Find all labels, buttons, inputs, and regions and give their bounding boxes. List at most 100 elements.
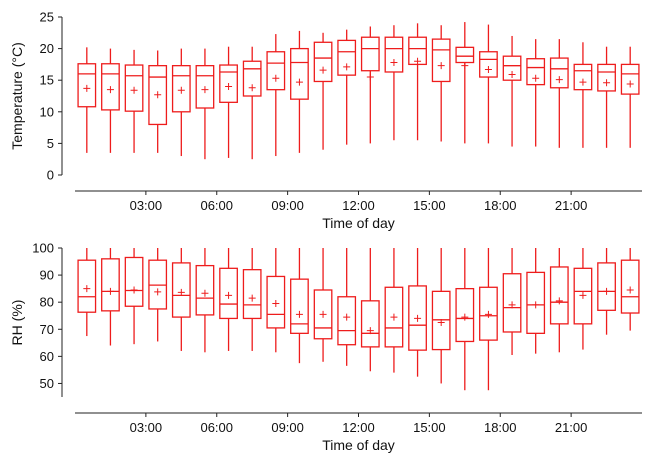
- box-iqr: [266, 51, 286, 91]
- box-plot: [549, 39, 569, 148]
- mean-marker: [154, 288, 162, 296]
- box-iqr: [431, 38, 451, 83]
- mean-marker: [201, 86, 209, 94]
- mean-marker: [83, 84, 91, 92]
- mean-marker: [532, 74, 540, 82]
- box-plot: [455, 22, 475, 144]
- box-iqr: [219, 267, 238, 320]
- mean-marker: [319, 66, 327, 74]
- mean-marker: [555, 76, 563, 84]
- box-iqr: [526, 271, 546, 334]
- y-axis-label: Temperature (°C): [9, 42, 25, 150]
- x-tick-label: 21:00: [555, 198, 588, 213]
- box-plot: [148, 248, 168, 342]
- box-plot: [384, 248, 404, 373]
- box-plot: [290, 248, 309, 364]
- box-iqr: [620, 63, 640, 95]
- box-plot: [455, 248, 475, 391]
- box-iqr: [360, 36, 380, 72]
- box-plot: [171, 248, 191, 351]
- box-iqr: [573, 63, 593, 91]
- mean-marker: [201, 289, 209, 297]
- x-tick-label: 15:00: [413, 420, 446, 435]
- x-tick-label: 12:00: [342, 420, 375, 435]
- x-axis-label: Time of day: [322, 437, 395, 453]
- box-plot: [101, 48, 120, 153]
- box-plot: [479, 24, 498, 144]
- box-iqr: [620, 259, 640, 314]
- mean-marker: [461, 313, 469, 321]
- box-plot: [195, 48, 215, 160]
- box-iqr: [549, 266, 569, 325]
- box-plot: [219, 46, 238, 158]
- mean-marker: [603, 287, 611, 295]
- x-tick-label: 06:00: [200, 198, 233, 213]
- box-plot: [266, 34, 286, 157]
- box-plot: [219, 248, 238, 351]
- box-iqr: [431, 290, 451, 351]
- box-iqr: [101, 258, 120, 312]
- mean-marker: [603, 79, 611, 87]
- box-iqr: [124, 64, 144, 112]
- box-iqr: [479, 51, 498, 78]
- box-plot: [101, 248, 120, 346]
- mean-marker: [295, 78, 303, 86]
- mean-marker: [484, 65, 492, 73]
- y-tick-label: 25: [40, 10, 54, 25]
- box-iqr: [242, 60, 262, 97]
- box-iqr: [219, 64, 238, 103]
- box-iqr: [242, 269, 262, 320]
- box-plot: [526, 39, 546, 147]
- box-plot: [573, 42, 593, 148]
- mean-marker: [343, 313, 351, 321]
- mean-marker: [508, 301, 516, 309]
- box-plot: [337, 29, 357, 145]
- box-iqr: [313, 289, 333, 340]
- box-plot: [195, 248, 215, 353]
- box-iqr: [573, 267, 593, 325]
- box-iqr: [195, 65, 215, 109]
- box-plot: [526, 248, 546, 354]
- box-plot: [384, 25, 404, 141]
- mean-marker: [106, 287, 114, 295]
- mean-marker: [248, 294, 256, 302]
- box-plot: [620, 46, 640, 148]
- mean-marker: [106, 86, 114, 94]
- mean-marker: [177, 86, 185, 94]
- box-iqr: [479, 286, 498, 341]
- mean-marker: [154, 91, 162, 99]
- x-tick-label: 21:00: [555, 420, 588, 435]
- mean-marker: [272, 74, 280, 82]
- box-iqr: [337, 39, 357, 76]
- mean-marker: [414, 314, 422, 322]
- mean-marker: [626, 286, 634, 294]
- x-tick-label: 15:00: [413, 198, 446, 213]
- x-tick-label: 18:00: [484, 420, 517, 435]
- box-iqr: [124, 256, 144, 307]
- box-plot: [431, 25, 451, 142]
- mean-marker: [484, 310, 492, 318]
- box-plot: [597, 248, 616, 335]
- box-plot: [408, 23, 427, 141]
- mean-marker: [508, 71, 516, 79]
- mean-marker: [555, 297, 563, 305]
- mean-marker: [579, 78, 587, 86]
- box-plot: [337, 248, 357, 366]
- box-iqr: [360, 300, 380, 348]
- box-plot: [266, 248, 286, 353]
- mean-marker: [437, 62, 445, 70]
- box-iqr: [384, 36, 404, 73]
- mean-marker: [130, 286, 138, 294]
- box-iqr: [290, 47, 309, 100]
- box-plot: [313, 32, 333, 150]
- mean-marker: [461, 62, 469, 70]
- mean-marker: [319, 310, 327, 318]
- mean-marker: [366, 327, 374, 335]
- box-iqr: [455, 46, 475, 64]
- box-iqr: [597, 262, 616, 311]
- box-plot: [124, 248, 144, 345]
- box-plot: [479, 248, 498, 391]
- mean-marker: [366, 73, 374, 81]
- box-plot: [408, 248, 427, 377]
